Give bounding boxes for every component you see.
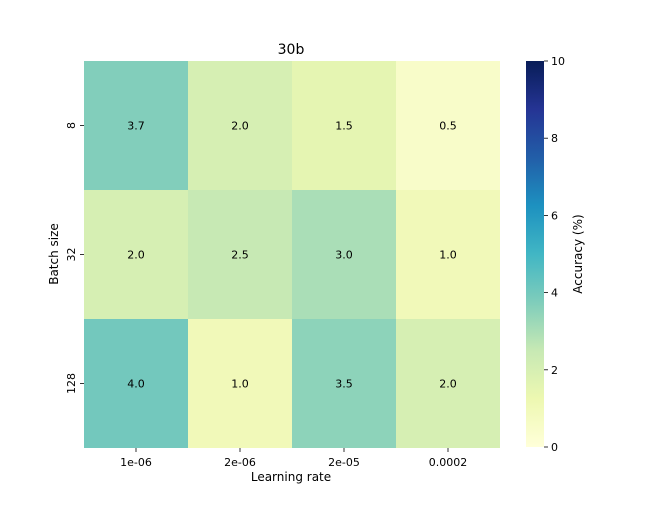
y-tick-label: 32	[65, 248, 78, 262]
cell-value-label: 1.0	[231, 378, 249, 391]
colorbar-tick-label: 8	[551, 132, 558, 145]
heatmap-cell	[84, 61, 188, 190]
heatmap-cell	[188, 190, 292, 319]
x-axis-label: Learning rate	[251, 470, 331, 484]
colorbar-tick-label: 0	[551, 441, 558, 454]
heatmap-cell	[396, 61, 500, 190]
y-axis-label: Batch size	[47, 223, 61, 285]
colorbar-ticks: 0 2 4 6 8 10	[544, 55, 565, 454]
heatmap-cell	[292, 190, 396, 319]
colorbar-tick-label: 4	[551, 287, 558, 300]
heatmap-cell	[84, 319, 188, 448]
colorbar-tick-label: 2	[551, 364, 558, 377]
cell-value-label: 2.0	[439, 378, 457, 391]
x-tick-label: 0.0002	[429, 456, 468, 469]
heatmap-cell	[292, 319, 396, 448]
heatmap-cell	[188, 319, 292, 448]
colorbar-tick-label: 10	[551, 55, 565, 68]
cell-value-label: 1.5	[335, 120, 353, 133]
y-axis-ticks: 8 32 128	[65, 122, 84, 394]
heatmap-cell	[292, 61, 396, 190]
heatmap-cells: 3.7 2.0 1.5 0.5 2.0 2.5 3.0 1.0 4.0 1.0 3.5 2.0	[84, 61, 500, 448]
cell-value-label: 3.7	[127, 120, 145, 133]
cell-value-label: 4.0	[127, 378, 145, 391]
x-tick-label: 2e-06	[224, 456, 256, 469]
heatmap-cell	[396, 190, 500, 319]
cell-value-label: 2.0	[231, 120, 249, 133]
cell-value-label: 2.0	[127, 249, 145, 262]
colorbar-tick-label: 6	[551, 209, 558, 222]
heatmap-cell	[188, 61, 292, 190]
cell-value-label: 0.5	[439, 120, 457, 133]
cell-value-label: 3.5	[335, 378, 353, 391]
x-axis-ticks: 1e-06 2e-06 2e-05 0.0002	[120, 448, 467, 469]
heatmap-cell	[396, 319, 500, 448]
colorbar	[526, 61, 544, 447]
chart-title: 30b	[278, 42, 305, 58]
y-tick-label: 8	[65, 122, 78, 129]
y-tick-label: 128	[65, 373, 78, 394]
x-tick-label: 1e-06	[120, 456, 152, 469]
x-tick-label: 2e-05	[328, 456, 360, 469]
cell-value-label: 1.0	[439, 249, 457, 262]
heatmap-cell	[84, 190, 188, 319]
colorbar-label: Accuracy (%)	[571, 214, 585, 293]
cell-value-label: 3.0	[335, 249, 353, 262]
cell-value-label: 2.5	[231, 249, 249, 262]
